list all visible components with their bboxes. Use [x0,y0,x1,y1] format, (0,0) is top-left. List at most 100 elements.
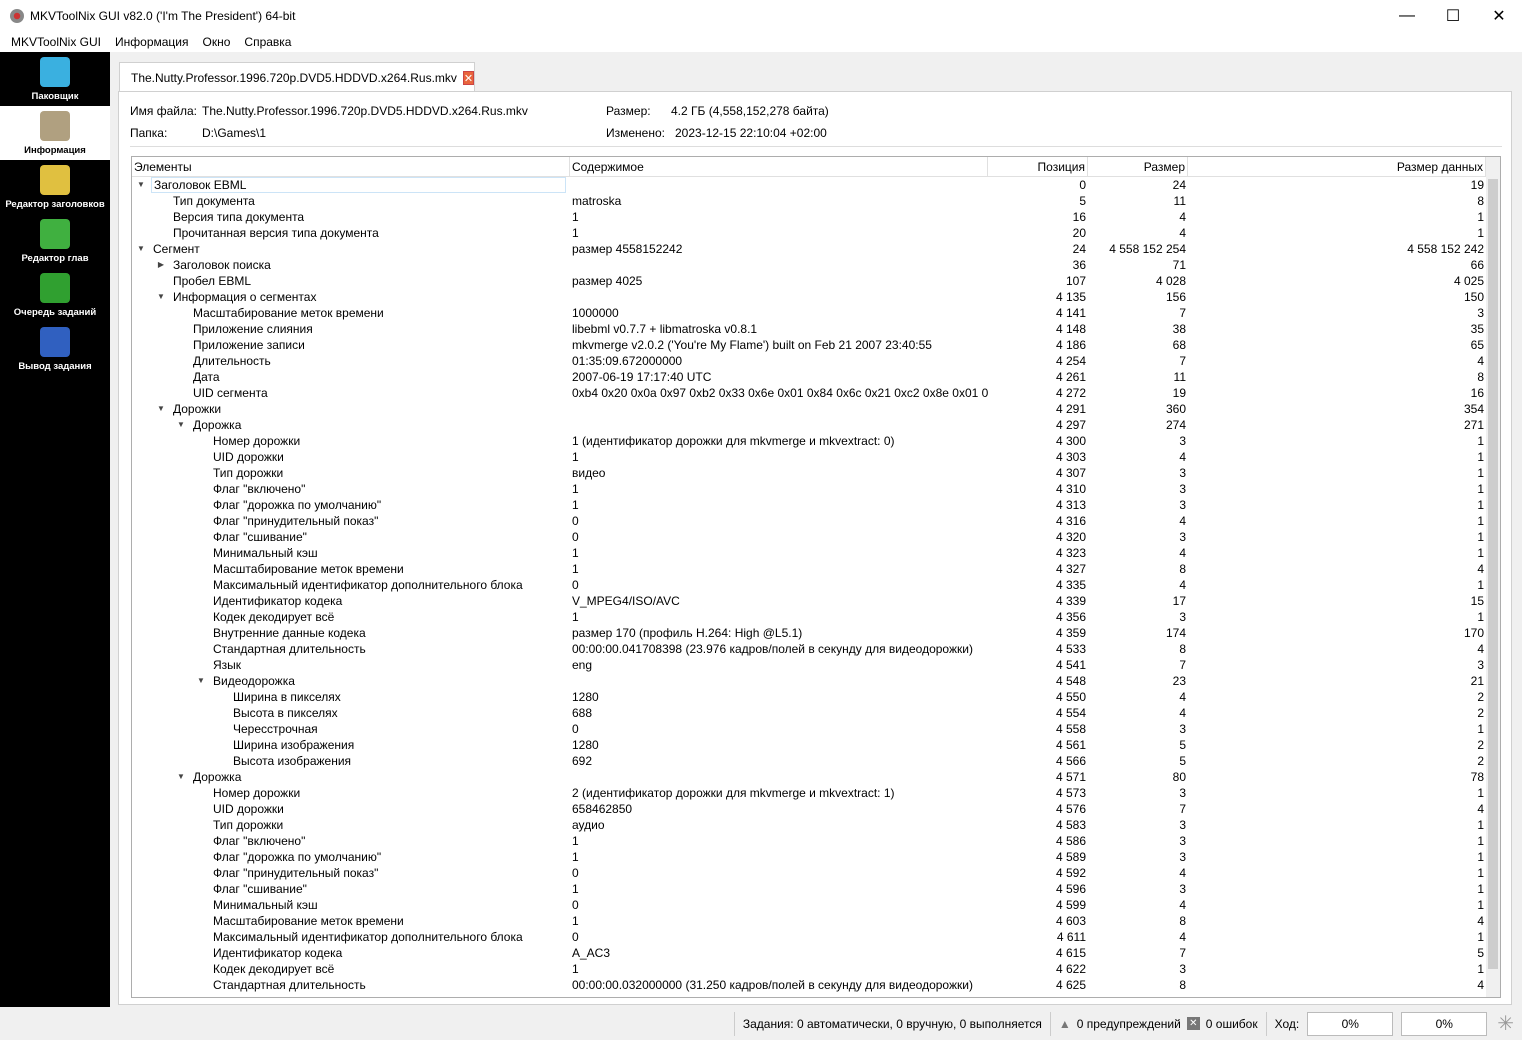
menu-window[interactable]: Окно [202,34,231,49]
expand-down-icon[interactable]: ▼ [157,292,165,301]
menu-help[interactable]: Справка [244,34,292,49]
element-content: 1 [572,882,579,896]
vertical-scrollbar[interactable] [1486,157,1500,997]
tree-row[interactable]: Идентификатор кодека A_AC3 4 615 7 5 [132,945,1500,961]
tree-row[interactable]: UID сегмента 0xb4 0x20 0x0a 0x97 0xb2 0x… [132,385,1500,401]
tree-row[interactable]: Язык eng 4 541 7 3 [132,657,1500,673]
element-name: Заголовок поиска [173,258,271,272]
tree-row[interactable]: Высота в пикселях 688 4 554 4 2 [132,705,1500,721]
tree-row[interactable]: Длительность 01:35:09.672000000 4 254 7 … [132,353,1500,369]
tree-row[interactable]: ▼ Дорожки 4 291 360 354 [132,401,1500,417]
tree-row[interactable]: ▶ Заголовок поиска 36 71 66 [132,257,1500,273]
scrollbar-thumb[interactable] [1488,179,1498,969]
column-position[interactable]: Позиция [988,157,1088,176]
tree-row[interactable]: ▼ Информация о сегментах 4 135 156 150 [132,289,1500,305]
element-name: Стандартная длительность [213,978,366,992]
tree-row[interactable]: ▼ Сегмент размер 4558152242 24 4 558 152 … [132,241,1500,257]
sidebar-item-2[interactable]: Редактор заголовков [0,160,110,214]
tree-row[interactable]: Максимальный идентификатор дополнительно… [132,929,1500,945]
tree-row[interactable]: Чересстрочная 0 4 558 3 1 [132,721,1500,737]
expand-down-icon[interactable]: ▼ [197,676,205,685]
tree-row[interactable]: Стандартная длительность 00:00:00.041708… [132,641,1500,657]
tree-row[interactable]: Минимальный кэш 0 4 599 4 1 [132,897,1500,913]
tree-row[interactable]: ▼ Дорожка 4 571 80 78 [132,769,1500,785]
minimize-button[interactable]: — [1399,6,1415,24]
element-name: Ширина изображения [233,738,355,752]
tree-row[interactable]: Масштабирование меток времени 1 4 327 8 … [132,561,1500,577]
element-content: 1 [572,450,579,464]
tree-row[interactable]: Кодек декодирует всё 1 4 356 3 1 [132,609,1500,625]
element-data-size: 1 [1477,546,1484,560]
sidebar-item-5[interactable]: Вывод задания [0,322,110,376]
element-position: 4 573 [1055,786,1086,800]
tree-row[interactable]: Флаг "дорожка по умолчанию" 1 4 589 3 1 [132,849,1500,865]
tree-row[interactable]: Минимальный кэш 1 4 323 4 1 [132,545,1500,561]
tree-row[interactable]: Номер дорожки 1 (идентификатор дорожки д… [132,433,1500,449]
tree-header: Элементы Содержимое Позиция Размер Разме… [132,157,1500,177]
tree-row[interactable]: Флаг "включено" 1 4 310 3 1 [132,481,1500,497]
tree-row[interactable]: Номер дорожки 2 (идентификатор дорожки д… [132,785,1500,801]
tree-row[interactable]: Кодек декодирует всё 1 4 622 3 1 [132,961,1500,977]
tree-row[interactable]: ▼ Заголовок EBML 0 24 19 [132,177,1500,193]
close-button[interactable]: ✕ [1492,7,1506,25]
tree-row[interactable]: Флаг "дорожка по умолчанию" 1 4 313 3 1 [132,497,1500,513]
sidebar-item-1[interactable]: Информация [0,106,110,160]
element-tree[interactable]: Элементы Содержимое Позиция Размер Разме… [131,156,1501,998]
element-size: 7 [1179,658,1186,672]
tree-row[interactable]: UID дорожки 1 4 303 4 1 [132,449,1500,465]
expand-right-icon[interactable]: ▶ [157,260,165,269]
sidebar-item-3[interactable]: Редактор глав [0,214,110,268]
tree-row[interactable]: Флаг "принудительный показ" 0 4 592 4 1 [132,865,1500,881]
tree-row[interactable]: Ширина в пикселях 1280 4 550 4 2 [132,689,1500,705]
file-tab[interactable]: The.Nutty.Professor.1996.720p.DVD5.HDDVD… [119,62,475,92]
tree-row[interactable]: Внутренние данные кодека размер 170 (про… [132,625,1500,641]
column-size[interactable]: Размер [1088,157,1188,176]
tree-row[interactable]: Приложение записи mkvmerge v2.0.2 ('You'… [132,337,1500,353]
element-name: Видеодорожка [213,674,295,688]
expand-down-icon[interactable]: ▼ [177,772,185,781]
tree-row[interactable]: Тип дорожки видео 4 307 3 1 [132,465,1500,481]
tree-row[interactable]: Тип документа matroska 5 11 8 [132,193,1500,209]
tree-row[interactable]: Флаг "сшивание" 0 4 320 3 1 [132,529,1500,545]
tree-row[interactable]: Высота изображения 692 4 566 5 2 [132,753,1500,769]
column-elements[interactable]: Элементы [132,157,570,176]
tree-row[interactable]: ▼ Видеодорожка 4 548 23 21 [132,673,1500,689]
tree-row[interactable]: Ширина изображения 1280 4 561 5 2 [132,737,1500,753]
tree-row[interactable]: Флаг "принудительный показ" 0 4 316 4 1 [132,513,1500,529]
maximize-button[interactable]: ☐ [1445,7,1461,25]
expand-down-icon[interactable]: ▼ [177,420,185,429]
tree-row[interactable]: Версия типа документа 1 16 4 1 [132,209,1500,225]
warnings-count[interactable]: 0 предупреждений [1076,1016,1181,1031]
element-size: 3 [1179,498,1186,512]
tree-row[interactable]: Пробел EBML размер 4025 107 4 028 4 025 [132,273,1500,289]
tree-row[interactable]: Дата 2007-06-19 17:17:40 UTC 4 261 11 8 [132,369,1500,385]
menu-info[interactable]: Информация [115,34,189,49]
tree-row[interactable]: ▼ Дорожка 4 297 274 271 [132,417,1500,433]
column-data-size[interactable]: Размер данных [1188,157,1486,176]
close-tab-icon[interactable]: ✕ [462,70,475,85]
errors-count[interactable]: 0 ошибок [1205,1016,1258,1031]
element-data-size: 1 [1477,466,1484,480]
element-size: 3 [1179,530,1186,544]
tree-row[interactable]: Масштабирование меток времени 1 4 603 8 … [132,913,1500,929]
tree-row[interactable]: Стандартная длительность 00:00:00.032000… [132,977,1500,993]
sidebar-item-4[interactable]: Очередь заданий [0,268,110,322]
menu-mkvtoolnix[interactable]: MKVToolNix GUI [11,34,102,49]
tree-row[interactable]: Идентификатор кодека V_MPEG4/ISO/AVC 4 3… [132,593,1500,609]
tree-row[interactable]: Флаг "сшивание" 1 4 596 3 1 [132,881,1500,897]
tree-row[interactable]: Тип дорожки аудио 4 583 3 1 [132,817,1500,833]
sidebar-item-0[interactable]: Паковщик [0,52,110,106]
tree-row[interactable]: Приложение слияния libebml v0.7.7 + libm… [132,321,1500,337]
column-content[interactable]: Содержимое [570,157,988,176]
element-size: 8 [1179,978,1186,992]
expand-down-icon[interactable]: ▼ [137,244,145,253]
expand-down-icon[interactable]: ▼ [137,180,145,189]
tree-row[interactable]: Масштабирование меток времени 1000000 4 … [132,305,1500,321]
element-data-size: 19 [1470,178,1484,192]
tree-row[interactable]: Флаг "включено" 1 4 586 3 1 [132,833,1500,849]
tree-row[interactable]: Прочитанная версия типа документа 1 20 4… [132,225,1500,241]
element-data-size: 1 [1477,210,1484,224]
expand-down-icon[interactable]: ▼ [157,404,165,413]
tree-row[interactable]: UID дорожки 658462850 4 576 7 4 [132,801,1500,817]
tree-row[interactable]: Максимальный идентификатор дополнительно… [132,577,1500,593]
